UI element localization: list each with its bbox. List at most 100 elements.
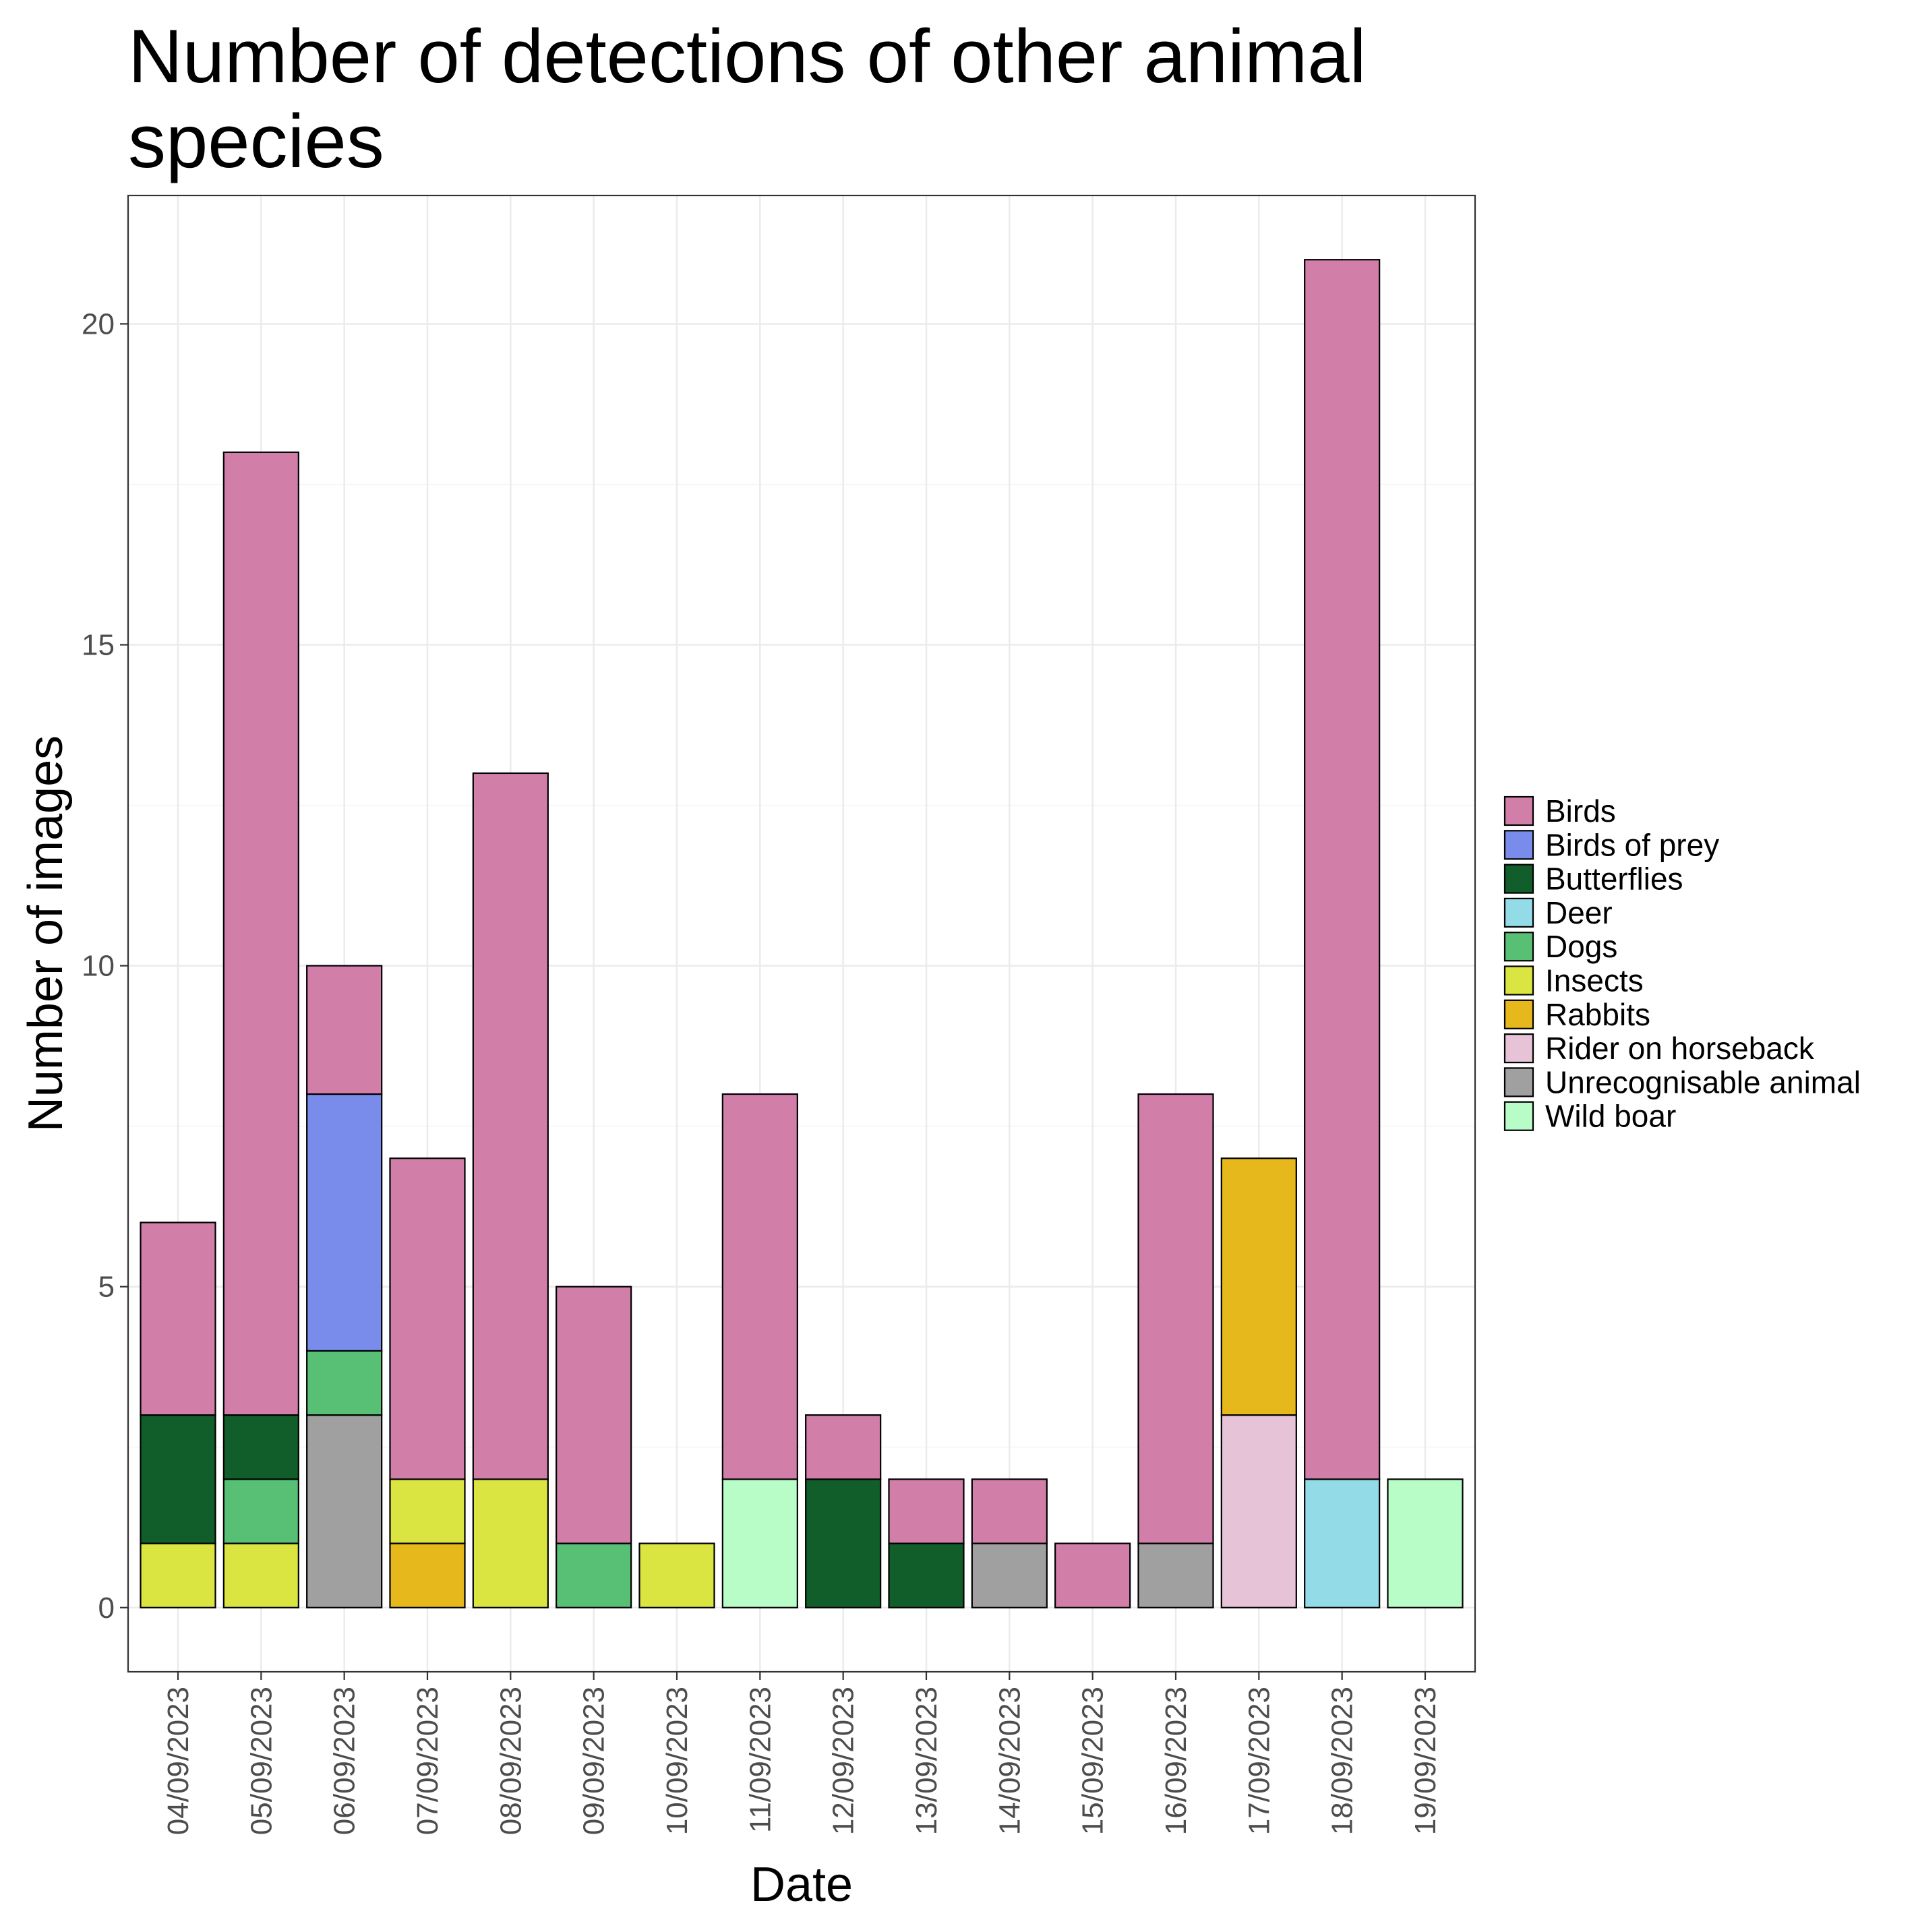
bar-stack <box>472 772 549 1608</box>
bar-segment-butterflies <box>222 1414 299 1480</box>
legend-item-insects: Insects <box>1503 963 1644 998</box>
bar-segment-birds <box>556 1286 632 1544</box>
x-tick-label: 17/09/2023 <box>1242 1687 1276 1835</box>
bar-stack <box>805 1414 882 1608</box>
legend-item-rabbits: Rabbits <box>1503 997 1650 1032</box>
bar-segment-insects <box>222 1542 299 1608</box>
x-tick-label: 04/09/2023 <box>162 1687 195 1835</box>
x-tick-label: 15/09/2023 <box>1077 1687 1110 1835</box>
bar-segment-insects <box>472 1478 549 1608</box>
legend-label: Birds of prey <box>1545 827 1719 862</box>
bar-segment-butterflies <box>140 1414 216 1544</box>
bar-segment-unrecognisable-animal <box>306 1414 383 1608</box>
bar-segment-rabbits <box>1220 1157 1297 1416</box>
legend-item-unrecognisable-animal: Unrecognisable animal <box>1503 1064 1861 1099</box>
chart-title-line-1: Number of detections of other animal <box>128 14 1367 98</box>
legend-label: Unrecognisable animal <box>1545 1064 1861 1099</box>
legend-swatch <box>1503 1033 1534 1064</box>
x-tick-label: 05/09/2023 <box>245 1687 278 1835</box>
x-tick-label: 07/09/2023 <box>411 1687 444 1835</box>
bar-segment-rabbits <box>389 1542 466 1608</box>
legend-label: Birds <box>1545 793 1616 828</box>
legend-item-birds: Birds <box>1503 793 1616 828</box>
x-tick-label: 12/09/2023 <box>827 1687 860 1835</box>
x-tick-label: 18/09/2023 <box>1326 1687 1359 1835</box>
bar-segment-dogs <box>306 1350 383 1416</box>
bar-stack <box>1387 1478 1464 1608</box>
bar-segment-insects <box>638 1542 715 1608</box>
legend-item-deer: Deer <box>1503 895 1613 930</box>
legend-label: Rider on horseback <box>1545 1031 1815 1066</box>
y-tick-label: 10 <box>82 950 115 983</box>
bar-segment-wild-boar <box>1387 1478 1464 1608</box>
bar-stack <box>306 965 383 1608</box>
chart-title-line-2: species <box>128 99 384 183</box>
legend-label: Butterflies <box>1545 862 1683 897</box>
x-tick-label: 14/09/2023 <box>993 1687 1026 1835</box>
legend-item-birds-of-prey: Birds of prey <box>1503 827 1719 862</box>
y-tick-label: 15 <box>82 629 115 662</box>
x-axis-title: Date <box>750 1858 853 1912</box>
x-tick-label: 19/09/2023 <box>1409 1687 1442 1835</box>
legend-label: Insects <box>1545 963 1644 998</box>
legend-swatch <box>1503 830 1534 860</box>
y-axis-title: Number of images <box>19 735 73 1132</box>
legend-item-dogs: Dogs <box>1503 929 1617 964</box>
bar-stack <box>888 1478 965 1608</box>
y-tick-label: 5 <box>98 1271 115 1304</box>
chart-title: Number of detections of other animal spe… <box>128 14 1367 183</box>
bar-segment-birds <box>1304 259 1381 1480</box>
bar-segment-birds <box>805 1414 882 1480</box>
bar-segment-birds <box>306 965 383 1095</box>
legend-label: Wild boar <box>1545 1099 1676 1134</box>
bar-segment-dogs <box>222 1478 299 1544</box>
x-tick-label: 11/09/2023 <box>744 1687 777 1833</box>
bar-segment-dogs <box>556 1542 632 1608</box>
bar-stack <box>1220 1157 1297 1608</box>
bar-stack <box>638 1542 715 1608</box>
bar-stack <box>721 1093 798 1608</box>
x-tick-label: 06/09/2023 <box>328 1687 361 1835</box>
legend-swatch <box>1503 965 1534 996</box>
bar-segment-butterflies <box>805 1478 882 1608</box>
legend-swatch <box>1503 932 1534 962</box>
x-tick-label: 16/09/2023 <box>1160 1687 1193 1835</box>
x-tick-label: 13/09/2023 <box>910 1687 943 1835</box>
legend-swatch <box>1503 999 1534 1029</box>
bar-stack <box>1054 1542 1131 1608</box>
x-tick-label: 10/09/2023 <box>661 1687 694 1835</box>
legend-item-butterflies: Butterflies <box>1503 862 1683 897</box>
bar-stack <box>1137 1093 1214 1608</box>
bar-segment-birds <box>472 772 549 1480</box>
bar-segment-birds <box>1137 1093 1214 1544</box>
legend-swatch <box>1503 864 1534 894</box>
legend-item-rider-on-horseback: Rider on horseback <box>1503 1031 1815 1066</box>
bar-stack <box>222 451 299 1608</box>
x-tick-label: 09/09/2023 <box>578 1687 611 1835</box>
legend-label: Dogs <box>1545 929 1617 964</box>
bar-segment-unrecognisable-animal <box>1137 1542 1214 1608</box>
bar-stack <box>556 1286 632 1608</box>
bar-segment-butterflies <box>888 1542 965 1608</box>
y-tick-label: 20 <box>82 307 115 340</box>
legend-label: Rabbits <box>1545 997 1650 1032</box>
bar-stack <box>1304 259 1381 1608</box>
x-tick-label: 08/09/2023 <box>494 1687 527 1835</box>
bar-segment-birds <box>888 1478 965 1544</box>
legend-swatch <box>1503 897 1534 928</box>
y-axis: 0 5 10 15 20 <box>82 307 128 1625</box>
legend-swatch <box>1503 1067 1534 1097</box>
bar-stack <box>140 1221 216 1608</box>
bar-segment-birds <box>971 1478 1048 1544</box>
bar-stack <box>389 1157 466 1608</box>
x-axis: 04/09/2023 05/09/2023 06/09/2023 07/09/2023… <box>162 1672 1442 1835</box>
bar-segment-birds <box>1054 1542 1131 1608</box>
y-tick-label: 0 <box>98 1592 115 1625</box>
bar-segment-wild-boar <box>721 1478 798 1608</box>
legend-swatch <box>1503 795 1534 826</box>
bar-segment-birds <box>140 1221 216 1416</box>
bar-segment-birds <box>389 1157 466 1480</box>
legend-item-wild-boar: Wild boar <box>1503 1099 1676 1134</box>
